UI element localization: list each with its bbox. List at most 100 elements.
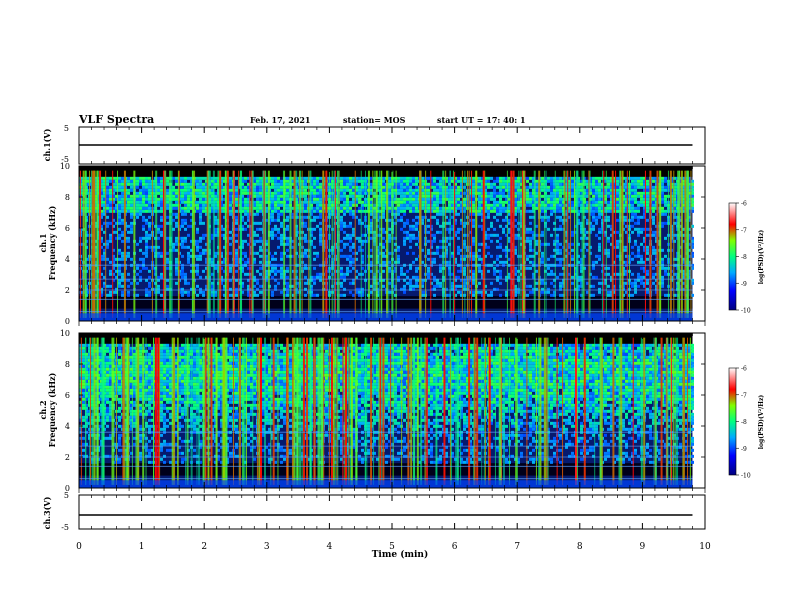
spectrogram-cell: [346, 272, 349, 276]
spectrogram-cell: [625, 260, 628, 264]
spectrogram-cell: [574, 197, 577, 201]
spectrogram-cell: [85, 379, 88, 383]
spectrogram-cell: [505, 245, 508, 249]
spectrogram-cell: [595, 203, 598, 207]
spectrogram-cell: [241, 269, 244, 273]
spectrogram-cell: [214, 221, 217, 225]
spectrogram-cell: [241, 176, 244, 180]
spectrogram-cell: [100, 176, 103, 180]
spectrogram-cell: [574, 266, 577, 270]
spectrogram-cell: [520, 236, 523, 240]
spectrogram-cell: [145, 245, 148, 249]
spectrogram-cell: [82, 376, 85, 380]
spectrogram-cell: [580, 224, 583, 228]
spectrogram-cell: [430, 194, 433, 198]
spectrogram-cell: [430, 209, 433, 213]
spectrogram-cell: [403, 182, 406, 186]
spectrogram-cell: [274, 233, 277, 237]
sferic-streak: [386, 170, 389, 318]
spectrogram-cell: [427, 272, 430, 276]
spectrogram-cell: [148, 200, 151, 204]
sferic-streak: [192, 170, 195, 318]
sferic-streak: [217, 170, 220, 318]
spectrogram-cell: [472, 185, 475, 189]
spectrogram-cell: [508, 206, 511, 210]
spectrogram-cell: [379, 272, 382, 276]
spectrogram-cell: [346, 266, 349, 270]
spectrogram-cell: [547, 176, 550, 180]
spectrogram-cell: [148, 227, 151, 231]
spectrogram-cell: [241, 224, 244, 228]
spectrogram-cell: [682, 260, 685, 264]
spectrogram-cell: [352, 281, 355, 285]
spectrogram-cell: [199, 215, 202, 219]
spectrogram-cell: [244, 197, 247, 201]
sferic-streak: [619, 170, 622, 318]
spectrogram-cell: [487, 200, 490, 204]
spectrogram-cell: [319, 215, 322, 219]
spectrogram-cell: [211, 293, 214, 297]
spectrogram-cell: [559, 242, 562, 246]
spectrogram-cell: [496, 179, 499, 183]
spectrogram-cell: [559, 182, 562, 186]
spectrogram-cell: [571, 203, 574, 207]
spectrogram-cell: [679, 206, 682, 210]
spectrogram-cell: [439, 254, 442, 258]
spectrogram-cell: [433, 197, 436, 201]
spectrogram-cell: [121, 218, 124, 222]
spectrogram-cell: [493, 269, 496, 273]
spectrogram-cell: [313, 278, 316, 282]
spectrogram-cell: [550, 206, 553, 210]
sferic-streak: [476, 170, 478, 318]
sferic-streak: [169, 170, 172, 318]
spectrogram-cell: [145, 236, 148, 240]
spectrogram-cell: [571, 188, 574, 192]
spectrogram-cell: [139, 278, 142, 282]
spectrogram-cell: [508, 230, 511, 234]
spectrogram-cell: [160, 203, 163, 207]
spectrogram-cell: [319, 194, 322, 198]
spectrogram-cell: [412, 227, 415, 231]
spectrogram-cell: [106, 257, 109, 261]
sferic-streak: [506, 170, 508, 318]
spectrogram-cell: [79, 436, 82, 440]
spectrogram-cell: [586, 209, 589, 213]
sferic-streak: [308, 170, 310, 318]
spectrogram-cell: [136, 182, 139, 186]
spectrogram-cell: [172, 188, 175, 192]
spectrogram-cell: [346, 176, 349, 180]
spectrogram-cell: [643, 209, 646, 213]
spectrogram-cell: [661, 197, 664, 201]
spectrogram-cell: [211, 257, 214, 261]
spectrogram-cell: [415, 215, 418, 219]
spectrogram-cell: [550, 233, 553, 237]
spectrogram-cell: [121, 254, 124, 258]
spectrogram-cell: [139, 197, 142, 201]
spectrogram-cell: [394, 215, 397, 219]
spectrogram-cell: [691, 188, 694, 192]
spectrogram-cell: [235, 185, 238, 189]
spectrogram-cell: [247, 194, 250, 198]
spectrogram-cell: [235, 194, 238, 198]
spectrogram-cell: [595, 206, 598, 210]
spectrogram-cell: [607, 284, 610, 288]
spectrogram-cell: [292, 269, 295, 273]
spectrogram-cell: [100, 197, 103, 201]
spectrogram-cell: [370, 230, 373, 234]
spectrogram-cell: [115, 188, 118, 192]
spectrogram-cell: [286, 275, 289, 279]
spectrogram-cell: [673, 176, 676, 180]
spectrogram-cell: [175, 197, 178, 201]
spectrogram-cell: [190, 200, 193, 204]
spectrogram-cell: [304, 293, 307, 297]
spectrogram-cell: [205, 200, 208, 204]
spectrogram-cell: [493, 185, 496, 189]
spectrogram-cell: [625, 194, 628, 198]
spectrogram-cell: [214, 218, 217, 222]
spectrogram-cell: [166, 182, 169, 186]
spectrogram-cell: [526, 236, 529, 240]
spectrogram-cell: [190, 197, 193, 201]
spectrogram-cell: [370, 284, 373, 288]
spectrogram-cell: [511, 269, 514, 273]
spectrogram-cell: [256, 188, 259, 192]
